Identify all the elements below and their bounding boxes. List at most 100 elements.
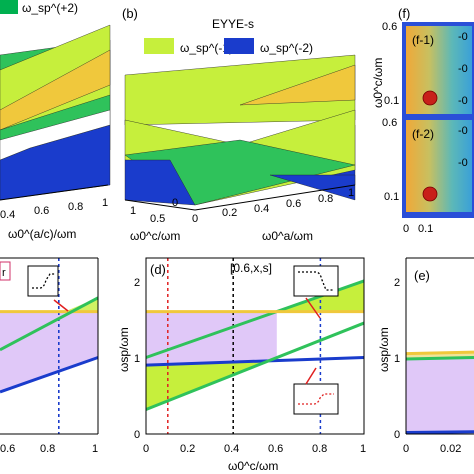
d-inset-top-curve <box>298 271 334 291</box>
d-inset-bottom-arrow <box>305 367 317 385</box>
f2-point <box>422 186 438 202</box>
e-line-blue <box>405 430 474 434</box>
d-ytick-2: 2 <box>134 277 140 289</box>
d-xtick-0: 0 <box>143 443 149 455</box>
b-xtick-3: 0.6 <box>286 198 301 210</box>
d-xlabel: ω0^c/ωm <box>228 459 278 473</box>
f1-right-0: -0 <box>458 31 468 43</box>
d-ylabel: ωsp/ωm <box>117 327 131 372</box>
d-frame <box>145 257 365 435</box>
c-annotation-box <box>0 261 11 281</box>
d-xtick-5: 1 <box>360 443 366 455</box>
f-ylabel: ω0^c/ωm <box>371 58 385 108</box>
e-fill-violet <box>406 357 474 433</box>
d-xtick-3: 0.6 <box>268 443 283 455</box>
a-surface-white <box>0 109 111 161</box>
b-y-axis <box>124 199 196 211</box>
b-ytick-1: 0.5 <box>150 213 165 225</box>
b-surface-blue-left <box>124 159 196 206</box>
e-xtick-1: 0.02 <box>440 443 461 455</box>
d-panel-label: (d) <box>150 262 166 277</box>
d-xtick-4: 0.8 <box>312 443 327 455</box>
c-xtick-2: 1 <box>92 443 98 455</box>
c-inset-curve <box>32 273 56 289</box>
e-ytick-1: 1 <box>394 353 400 365</box>
b-x-axis <box>194 184 356 211</box>
a-xtick-4: 1 <box>102 197 108 209</box>
a-legend-label: ω_sp^(+2) <box>22 1 78 15</box>
c-fill-region <box>0 311 98 392</box>
b-surface-yellow <box>239 64 356 106</box>
panel-e: (e) 0 1 2 0 0.02 ωsp/ωm <box>377 257 474 455</box>
d-inset-top-arrow <box>305 297 321 319</box>
f-xtick-1: 0.1 <box>418 223 433 235</box>
d-ytick-0: 0 <box>134 429 140 441</box>
f1-ytick-0: 0.6 <box>382 21 397 33</box>
d-inset-bottom <box>293 383 339 415</box>
b-legend-swatch-1 <box>144 38 174 54</box>
b-title: EYYE-s <box>212 17 254 31</box>
b-xtick-4: 0.8 <box>318 193 333 205</box>
c-inset <box>27 265 59 297</box>
b-legend-label-1: ω_sp^(-1) <box>180 41 233 55</box>
b-panel-label: (b) <box>122 6 138 21</box>
d-line-lower-green <box>145 321 365 411</box>
b-ylabel: ω0^c/ωm <box>130 229 180 243</box>
b-ytick-0: 1 <box>130 205 136 217</box>
e-ylabel: ωsp/ωm <box>377 327 391 372</box>
d-inset-bottom-curve <box>298 393 334 405</box>
f-panel-label: (f) <box>398 6 410 21</box>
c-line-green <box>0 296 99 352</box>
f2-right-0: -0 <box>458 125 468 137</box>
a-xtick-1: 0.4 <box>0 209 15 221</box>
b-xlabel: ω0^a/ωm <box>262 229 313 243</box>
e-ytick-0: 0 <box>394 429 400 441</box>
panel-a: ω_sp^(+2) 0.4 0.6 0.8 1 ω0^(a/c)/ωm <box>0 0 111 241</box>
f2-right-1: -0 <box>458 157 468 169</box>
d-fill-violet <box>146 311 277 366</box>
f1-ytick-1: 0.1 <box>384 95 399 107</box>
panel-d: (d) [0.6,x,s] 0 1 2 0 0.2 0.4 0.6 0.8 1 … <box>117 257 366 473</box>
f1-right-2: -0 <box>458 95 468 107</box>
f1-heatmap <box>406 26 472 114</box>
panel-f: (f) (f-1) (f-2) -0 -0 -0 -0 -0 0.6 0.1 0… <box>371 6 474 235</box>
c-xtick-0: 0.6 <box>0 443 15 455</box>
e-line-green <box>405 355 474 361</box>
f2-heatmap <box>406 120 472 212</box>
b-surface-blue-right-low <box>269 174 356 201</box>
c-annotation: r <box>2 267 6 279</box>
b-xtick-0: 0 <box>192 213 198 225</box>
e-line-yellow <box>405 350 474 356</box>
a-surface-yellow <box>0 49 111 131</box>
d-ytick-1: 1 <box>134 353 140 365</box>
a-xlabel: ω0^(a/c)/ωm <box>8 227 76 241</box>
c-line-blue <box>0 356 99 394</box>
d-xtick-2: 0.4 <box>224 443 239 455</box>
panel-b: (b) EYYE-s ω_sp^(-1) ω_sp^(-2) 1 0.5 0 0… <box>122 6 356 243</box>
a-legend-swatch <box>0 0 18 14</box>
d-xtick-1: 0.2 <box>180 443 195 455</box>
b-xtick-5: 1 <box>348 187 354 199</box>
c-xtick-1: 0.8 <box>40 443 55 455</box>
f2-label: (f-2) <box>412 127 434 141</box>
e-panel-label: (e) <box>414 268 430 283</box>
f2-ytick-0: 0.6 <box>382 117 397 129</box>
f1-right-1: -0 <box>458 63 468 75</box>
b-xtick-2: 0.4 <box>254 203 269 215</box>
d-annotation: [0.6,x,s] <box>230 261 272 275</box>
b-legend-label-2: ω_sp^(-2) <box>260 41 313 55</box>
b-xtick-1: 0.2 <box>222 207 237 219</box>
a-xtick-3: 0.8 <box>68 201 83 213</box>
b-legend-swatch-2 <box>224 38 254 54</box>
a-xtick-2: 0.6 <box>34 205 49 217</box>
d-line-blue <box>145 355 365 367</box>
c-inset-arrow <box>53 299 69 312</box>
a-x-axis <box>0 184 109 201</box>
e-xtick-0: 0 <box>403 443 409 455</box>
f2-ytick-1: 0.1 <box>384 191 399 203</box>
f1-point <box>422 90 438 106</box>
d-inset-top <box>293 265 339 297</box>
b-ytick-origin: 0 <box>172 197 178 209</box>
f1-label: (f-1) <box>412 33 434 47</box>
